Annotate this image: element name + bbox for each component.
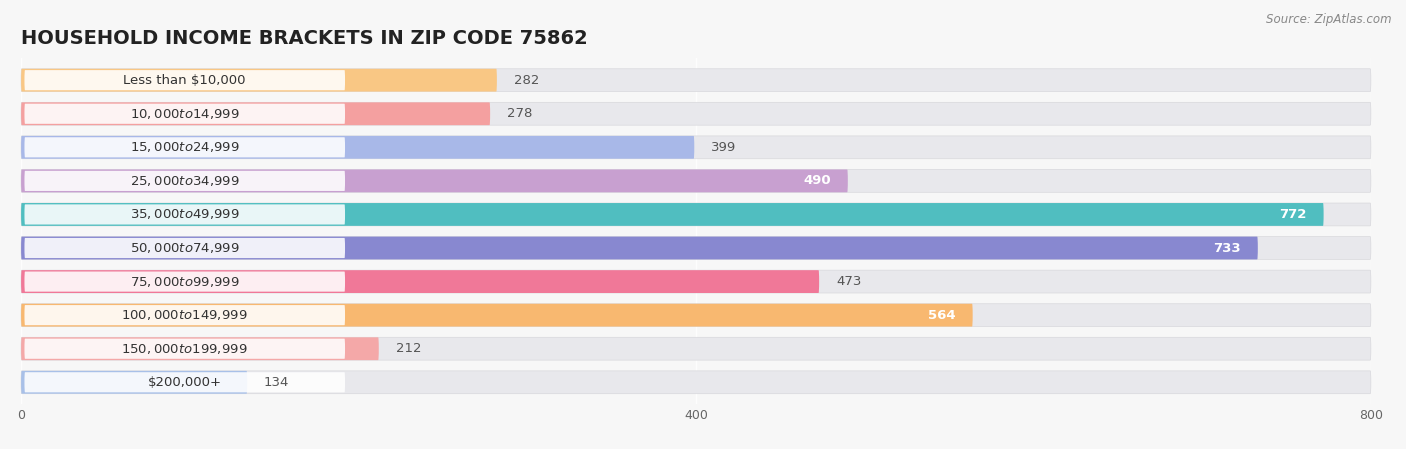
FancyBboxPatch shape	[24, 339, 344, 359]
FancyBboxPatch shape	[21, 136, 1371, 159]
FancyBboxPatch shape	[21, 203, 1323, 226]
Text: Less than $10,000: Less than $10,000	[124, 74, 246, 87]
Text: $15,000 to $24,999: $15,000 to $24,999	[129, 141, 239, 154]
FancyBboxPatch shape	[21, 102, 1371, 125]
FancyBboxPatch shape	[21, 371, 247, 394]
FancyBboxPatch shape	[21, 69, 1371, 92]
FancyBboxPatch shape	[21, 337, 378, 360]
FancyBboxPatch shape	[21, 270, 820, 293]
FancyBboxPatch shape	[21, 237, 1258, 260]
Text: HOUSEHOLD INCOME BRACKETS IN ZIP CODE 75862: HOUSEHOLD INCOME BRACKETS IN ZIP CODE 75…	[21, 30, 588, 48]
FancyBboxPatch shape	[24, 204, 344, 224]
FancyBboxPatch shape	[21, 304, 973, 326]
FancyBboxPatch shape	[24, 272, 344, 292]
Text: 473: 473	[837, 275, 862, 288]
FancyBboxPatch shape	[21, 237, 1371, 260]
Text: $10,000 to $14,999: $10,000 to $14,999	[129, 107, 239, 121]
FancyBboxPatch shape	[21, 337, 1371, 360]
FancyBboxPatch shape	[21, 169, 1371, 192]
FancyBboxPatch shape	[24, 372, 344, 392]
Text: $100,000 to $149,999: $100,000 to $149,999	[121, 308, 247, 322]
FancyBboxPatch shape	[21, 169, 848, 192]
Text: $75,000 to $99,999: $75,000 to $99,999	[129, 275, 239, 289]
Text: 564: 564	[928, 308, 956, 321]
Text: 282: 282	[513, 74, 538, 87]
FancyBboxPatch shape	[24, 70, 344, 90]
FancyBboxPatch shape	[21, 102, 491, 125]
Text: 772: 772	[1279, 208, 1306, 221]
FancyBboxPatch shape	[24, 238, 344, 258]
FancyBboxPatch shape	[21, 304, 1371, 326]
Text: 399: 399	[711, 141, 737, 154]
Text: 733: 733	[1213, 242, 1241, 255]
Text: $50,000 to $74,999: $50,000 to $74,999	[129, 241, 239, 255]
FancyBboxPatch shape	[24, 305, 344, 325]
Text: $25,000 to $34,999: $25,000 to $34,999	[129, 174, 239, 188]
FancyBboxPatch shape	[21, 136, 695, 159]
Text: $35,000 to $49,999: $35,000 to $49,999	[129, 207, 239, 221]
FancyBboxPatch shape	[21, 203, 1371, 226]
FancyBboxPatch shape	[21, 371, 1371, 394]
Text: 278: 278	[508, 107, 533, 120]
FancyBboxPatch shape	[24, 104, 344, 124]
FancyBboxPatch shape	[21, 270, 1371, 293]
FancyBboxPatch shape	[21, 69, 496, 92]
Text: 490: 490	[803, 174, 831, 187]
Text: Source: ZipAtlas.com: Source: ZipAtlas.com	[1267, 13, 1392, 26]
Text: $200,000+: $200,000+	[148, 376, 222, 389]
FancyBboxPatch shape	[24, 137, 344, 158]
Text: 134: 134	[264, 376, 290, 389]
Text: 212: 212	[395, 342, 422, 355]
Text: $150,000 to $199,999: $150,000 to $199,999	[121, 342, 247, 356]
FancyBboxPatch shape	[24, 171, 344, 191]
